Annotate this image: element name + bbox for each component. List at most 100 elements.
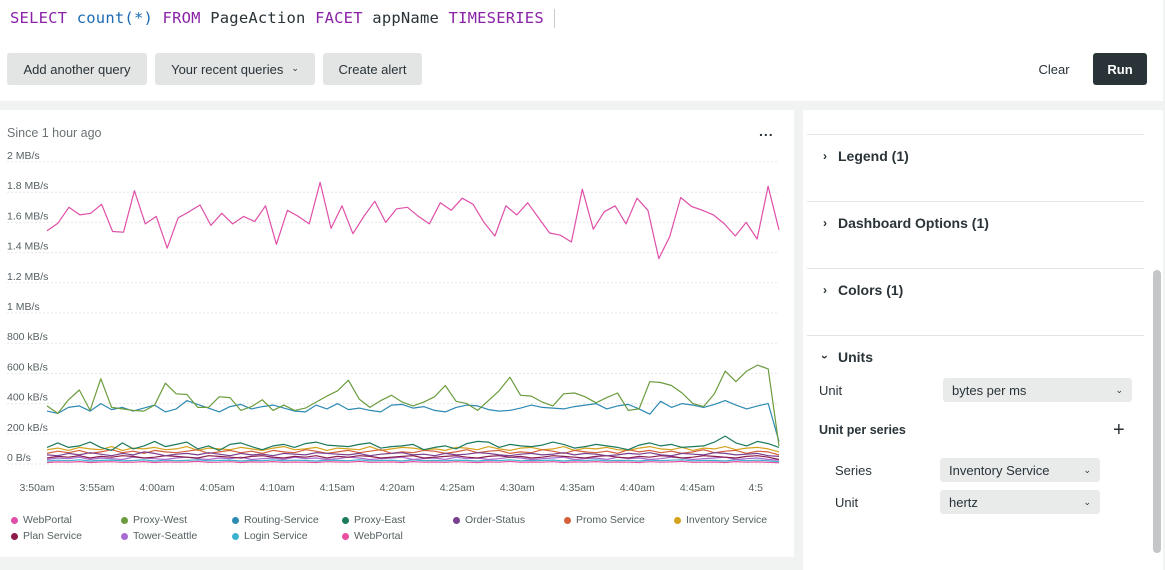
legend-item[interactable]: Proxy-East	[342, 512, 453, 528]
x-tick-label: 4:5	[748, 482, 763, 494]
x-tick-label: 3:55am	[80, 482, 115, 494]
divider	[807, 134, 1144, 135]
chevron-down-icon: ⌄	[1115, 384, 1123, 395]
legend-item[interactable]: Plan Service	[11, 528, 121, 544]
legend-swatch-icon	[342, 516, 349, 524]
section-colors[interactable]: › Colors (1)	[818, 282, 903, 298]
query-bar: SELECT count(*) FROM PageAction FACET ap…	[0, 0, 1163, 101]
legend-item-label: Proxy-East	[354, 514, 406, 526]
series-line	[46, 400, 780, 442]
legend-swatch-icon	[232, 516, 239, 524]
section-units[interactable]: › Units	[818, 349, 873, 365]
section-legend[interactable]: › Legend (1)	[818, 148, 909, 164]
create-alert-label: Create alert	[338, 61, 407, 77]
y-tick-label: 400 kB/s	[7, 392, 48, 404]
series-line	[46, 449, 780, 456]
legend-swatch-icon	[121, 516, 128, 524]
legend-row: Plan Service Tower-Seattle Login Service We…	[11, 528, 791, 544]
legend-item-label: WebPortal	[354, 530, 403, 542]
add-another-query-label: Add another query	[23, 61, 131, 77]
legend-row: WebPortal Proxy-West Routing-Service Proxy-…	[11, 512, 791, 528]
section-colors-label: Colors (1)	[838, 282, 904, 298]
legend-item[interactable]: Order-Status	[453, 512, 564, 528]
y-tick-label: 600 kB/s	[7, 361, 48, 373]
legend-item[interactable]: Tower-Seattle	[121, 528, 232, 544]
legend-item-label: Promo Service	[576, 514, 645, 526]
clear-button[interactable]: Clear	[1024, 53, 1084, 85]
legend-swatch-icon	[232, 532, 239, 540]
legend-item-label: Tower-Seattle	[133, 530, 198, 542]
query-text: SELECT count(*) FROM PageAction FACET ap…	[10, 9, 544, 27]
series-unit-select[interactable]: hertz ⌄	[940, 490, 1100, 514]
legend-swatch-icon	[564, 516, 571, 524]
x-tick-label: 4:20am	[380, 482, 415, 494]
legend-swatch-icon	[342, 532, 349, 540]
chevron-down-icon: ›	[818, 355, 832, 359]
query-token: FROM	[162, 9, 211, 27]
clear-label: Clear	[1038, 61, 1070, 77]
query-token: count	[76, 9, 125, 27]
legend-item[interactable]: Login Service	[232, 528, 342, 544]
legend-swatch-icon	[453, 516, 460, 524]
legend-item[interactable]: WebPortal	[342, 528, 453, 544]
y-tick-label: 800 kB/s	[7, 331, 48, 343]
series-label: Series	[835, 463, 872, 478]
series-line	[46, 456, 780, 461]
add-another-query-button[interactable]: Add another query	[7, 53, 147, 85]
query-token: FACET	[315, 9, 373, 27]
recent-queries-button[interactable]: Your recent queries ⌄	[155, 53, 315, 85]
y-tick-label: 2 MB/s	[7, 150, 40, 162]
legend-item[interactable]: Proxy-West	[121, 512, 232, 528]
x-tick-label: 4:15am	[320, 482, 355, 494]
run-button[interactable]: Run	[1093, 53, 1147, 85]
legend-item-label: Proxy-West	[133, 514, 188, 526]
section-legend-label: Legend (1)	[838, 148, 909, 164]
legend-item[interactable]: WebPortal	[11, 512, 121, 528]
x-tick-label: 3:50am	[19, 482, 54, 494]
legend-swatch-icon	[674, 516, 681, 524]
y-tick-label: 1 MB/s	[7, 301, 40, 313]
legend-item[interactable]: Routing-Service	[232, 512, 342, 528]
y-tick-label: 200 kB/s	[7, 422, 48, 434]
query-token: PageAction	[210, 9, 316, 27]
legend-item[interactable]: Inventory Service	[674, 512, 784, 528]
chart-card: 0 B/s 200 kB/s 400 kB/s 600 kB/s 800 kB/s 1 M…	[0, 110, 794, 557]
chevron-down-icon: ⌄	[1083, 464, 1091, 475]
legend-item-label: Plan Service	[23, 530, 82, 542]
series-select[interactable]: Inventory Service ⌄	[940, 458, 1100, 482]
legend-item-label: Inventory Service	[686, 514, 768, 526]
legend-item-label: Login Service	[244, 530, 308, 542]
unit-per-series-label: Unit per series	[819, 423, 906, 437]
y-tick-label: 1.6 MB/s	[7, 210, 48, 222]
query-token: TIMESERIES	[448, 9, 544, 27]
chevron-right-icon: ›	[823, 283, 827, 297]
query-token: (*)	[124, 9, 163, 27]
unit-select-value: bytes per ms	[952, 382, 1027, 398]
section-dashboard-options[interactable]: › Dashboard Options (1)	[818, 215, 989, 231]
query-editor[interactable]: SELECT count(*) FROM PageAction FACET ap…	[10, 9, 555, 28]
chevron-down-icon: ⌄	[1083, 496, 1091, 507]
panel-scrollbar[interactable]	[1153, 270, 1161, 553]
x-tick-label: 4:45am	[680, 482, 715, 494]
series-unit-select-value: hertz	[949, 494, 978, 510]
chevron-down-icon: ⌄	[291, 62, 299, 73]
chart-settings-panel: › Legend (1) › Dashboard Options (1) › C…	[803, 110, 1163, 570]
legend-item-label: Order-Status	[465, 514, 526, 526]
y-tick-label: 1.2 MB/s	[7, 271, 48, 283]
time-range-label: Since 1 hour ago	[7, 126, 102, 140]
chevron-right-icon: ›	[823, 149, 827, 163]
query-token: appName	[372, 9, 449, 27]
legend-item[interactable]: Promo Service	[564, 512, 674, 528]
run-label: Run	[1107, 61, 1133, 77]
series-line	[46, 181, 780, 260]
chevron-right-icon: ›	[823, 216, 827, 230]
unit-label: Unit	[819, 383, 843, 398]
add-series-unit-icon[interactable]: +	[1113, 419, 1125, 441]
more-options-icon[interactable]: ...	[759, 123, 774, 139]
unit-select[interactable]: bytes per ms ⌄	[943, 378, 1132, 402]
x-tick-label: 4:40am	[620, 482, 655, 494]
recent-queries-label: Your recent queries	[171, 61, 284, 77]
create-alert-button[interactable]: Create alert	[323, 53, 422, 85]
query-token: SELECT	[10, 9, 77, 27]
y-tick-label: 1.8 MB/s	[7, 180, 48, 192]
